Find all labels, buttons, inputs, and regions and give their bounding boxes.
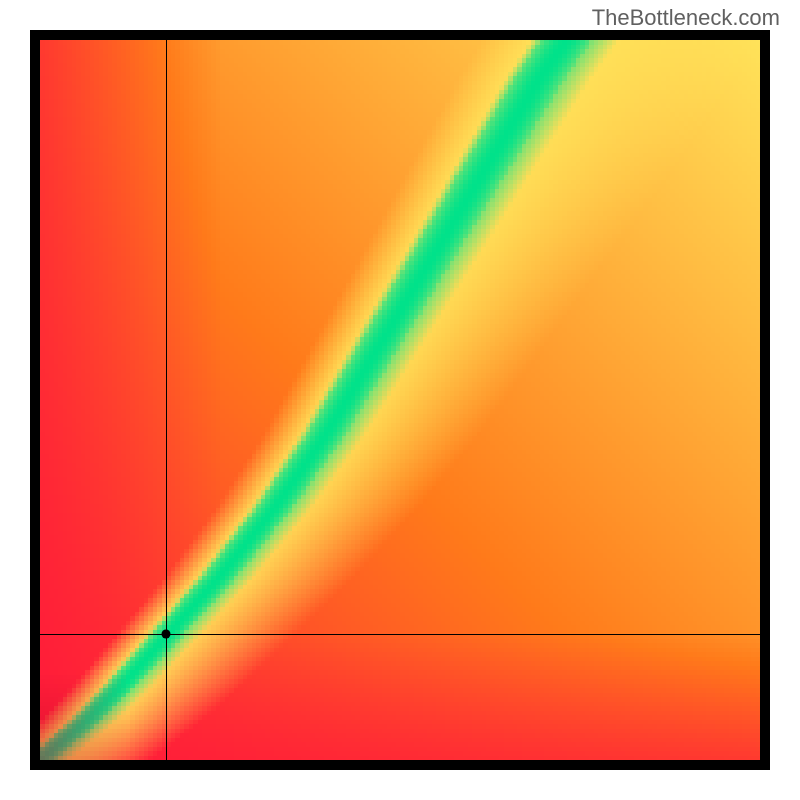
plot-area <box>30 30 770 770</box>
heatmap-canvas <box>30 30 770 770</box>
watermark-text: TheBottleneck.com <box>592 5 780 31</box>
chart-container: TheBottleneck.com <box>0 0 800 800</box>
